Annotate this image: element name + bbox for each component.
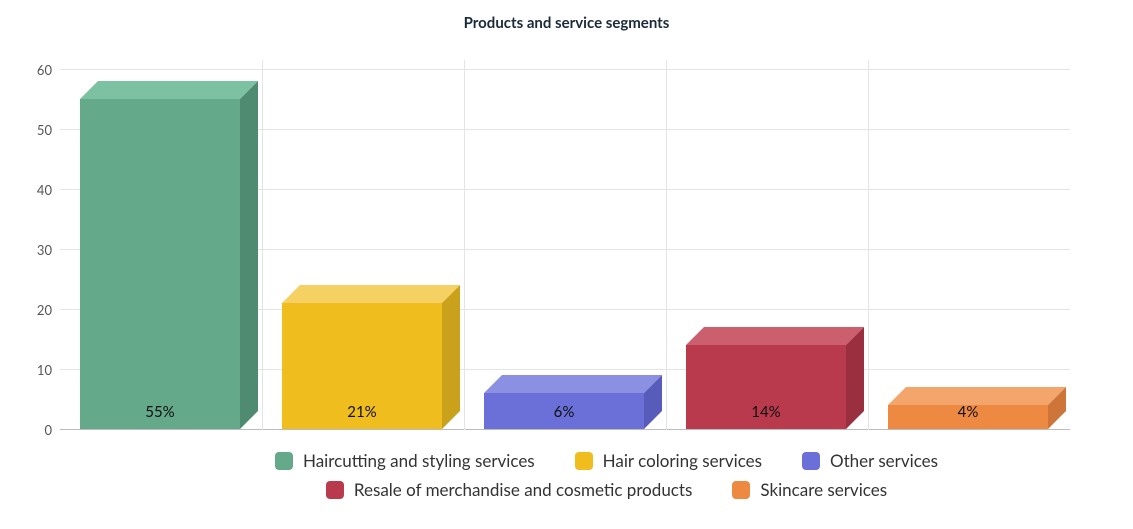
bar-front-face <box>282 303 442 429</box>
bar: 4% <box>888 405 1048 429</box>
legend-label: Skincare services <box>760 479 887 500</box>
legend-item: Resale of merchandise and cosmetic produ… <box>326 479 693 500</box>
legend-swatch <box>575 452 593 470</box>
legend-swatch <box>275 452 293 470</box>
gridline <box>60 69 1070 70</box>
chart-container: Products and service segments 0 10 20 30 40 5… <box>0 0 1133 529</box>
legend-item: Hair coloring services <box>575 450 762 471</box>
legend-item: Other services <box>802 450 938 471</box>
bar-top-face <box>888 387 1066 405</box>
category-separator <box>464 60 465 430</box>
bar-top-face <box>484 375 662 393</box>
bar: 14% <box>686 345 846 429</box>
plot-area: 010203040506055%21%6%14%4% <box>60 70 1070 430</box>
legend-item: Haircutting and styling services <box>275 450 535 471</box>
category-separator <box>666 60 667 430</box>
bar-front-face <box>484 393 644 429</box>
x-axis-line <box>60 429 1070 430</box>
legend-label: Resale of merchandise and cosmetic produ… <box>354 479 693 500</box>
legend-label: Hair coloring services <box>603 450 762 471</box>
bar-front-face <box>686 345 846 429</box>
bar-side-face <box>846 327 864 429</box>
y-tick-label: 40 <box>37 182 52 198</box>
y-tick-label: 30 <box>37 242 52 258</box>
bar: 6% <box>484 393 644 429</box>
y-tick-label: 60 <box>37 62 52 78</box>
y-tick-label: 20 <box>37 302 52 318</box>
bar-top-face <box>686 327 864 345</box>
bar-front-face <box>888 405 1048 429</box>
legend-swatch <box>802 452 820 470</box>
y-tick-label: 10 <box>37 362 52 378</box>
legend-swatch <box>326 481 344 499</box>
chart-title: Products and service segments <box>0 14 1133 32</box>
bar-front-face <box>80 99 240 429</box>
bar: 55% <box>80 99 240 429</box>
category-separator <box>262 60 263 430</box>
bar-top-face <box>282 285 460 303</box>
bar-side-face <box>442 285 460 429</box>
y-tick-label: 50 <box>37 122 52 138</box>
category-separator <box>868 60 869 430</box>
bar: 21% <box>282 303 442 429</box>
legend-label: Haircutting and styling services <box>303 450 535 471</box>
legend: Haircutting and styling services Hair col… <box>120 450 1093 500</box>
legend-label: Other services <box>830 450 938 471</box>
legend-item: Skincare services <box>732 479 887 500</box>
y-tick-label: 0 <box>44 422 52 438</box>
legend-swatch <box>732 481 750 499</box>
bar-side-face <box>240 81 258 429</box>
bar-top-face <box>80 81 258 99</box>
